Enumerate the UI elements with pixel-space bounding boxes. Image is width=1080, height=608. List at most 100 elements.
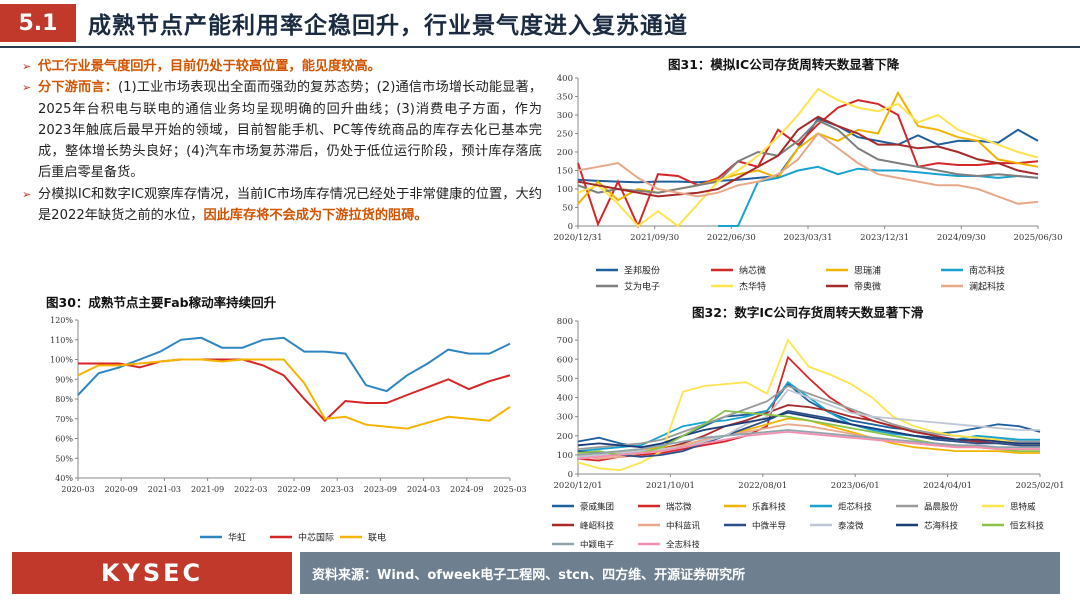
series-line-1 [78, 358, 511, 423]
header: 5.1 成熟节点产能利用率企稳回升，行业景气度进入复苏通道 [0, 0, 1080, 46]
y-tick-label: 700 [557, 336, 573, 346]
series-line-8 [577, 409, 1040, 458]
y-tick-label: 40% [55, 474, 73, 483]
fig32-chart: 0 100 200 300 400 500 600 700 800 2020/12/01 2021/… [552, 317, 1065, 549]
legend-label: 泰凌微 [838, 521, 864, 532]
x-tick-label: 2023-03 [321, 485, 354, 494]
bullet-2: ➢ 分下游而言：(1)工业市场表现出全面而强劲的复苏态势；(2)通信市场增长动能… [22, 77, 542, 183]
x-tick-label: 2023/12/31 [860, 233, 909, 243]
bullet-1: ➢ 代工行业景气度回升，目前仍处于较高位置，能见度较高。 [22, 56, 542, 77]
legend-label: 豪威集团 [580, 502, 614, 513]
x-tick-label: 2021-09 [191, 485, 224, 494]
series-line-3 [718, 165, 1039, 227]
y-tick-label: 600 [557, 355, 573, 365]
x-tick-label: 2024-09 [450, 485, 483, 494]
x-tick-label: 2022/06/30 [707, 233, 756, 243]
x-tick-label: 2020-09 [105, 485, 138, 494]
series-line-5 [577, 87, 1039, 228]
legend-label: 中芯国际 [298, 532, 334, 544]
fig30-title: 图30：成熟节点主要Fab稼动率持续回升 [46, 295, 277, 310]
x-tick-label: 2021-03 [148, 485, 181, 494]
y-tick-label: 100% [50, 356, 73, 365]
series-line-0 [577, 117, 1039, 184]
legend-label: 晶晨股份 [924, 502, 959, 513]
fig32-title: 图32：数字IC公司存货周转天数显著下滑 [692, 305, 924, 320]
arrow-bullet-icon: ➢ [22, 81, 32, 95]
legend-label: 瑞芯微 [666, 502, 692, 513]
legend-label: 炬芯科技 [838, 502, 873, 513]
legend-label: 杰华特 [739, 281, 766, 293]
bullet-2-body: (1)工业市场表现出全面而强劲的复苏态势；(2)通信市场增长动能显著，2025年… [38, 80, 543, 181]
legend-label: 华虹 [228, 532, 246, 544]
y-tick-label: 300 [557, 413, 573, 423]
x-tick-label: 2023/06/01 [831, 481, 880, 491]
legend-label: 中颖电子 [580, 540, 615, 549]
legend-label: 思特威 [1010, 502, 1036, 513]
y-tick-label: 120% [50, 316, 73, 325]
bullet-2-head: 分下游而言： [38, 80, 118, 96]
series-line-13 [577, 430, 1040, 460]
legend-label: 恒玄科技 [1010, 521, 1045, 532]
x-tick-label: 2020/12/01 [554, 481, 603, 491]
y-tick-label: 500 [557, 374, 573, 384]
y-tick-label: 80% [55, 395, 73, 404]
fig31-title: 图31：模拟IC公司存货周转天数显著下降 [668, 57, 900, 72]
legend-label: 艾为电子 [624, 281, 660, 293]
x-tick-label: 2020/12/31 [554, 233, 603, 243]
fig30-chart: 40% 50% 60% 70% 80% 90% 100% 110% 120% 2020-03 202… [50, 316, 527, 544]
series-line-4 [577, 119, 1039, 194]
series-line-6 [577, 115, 1039, 198]
y-tick-label: 300 [557, 111, 573, 121]
legend-label: 芯海科技 [924, 521, 959, 532]
series-line-7 [577, 132, 1039, 205]
y-tick-label: 350 [557, 93, 573, 103]
x-tick-label: 2022-09 [277, 485, 310, 494]
x-tick-label: 2025/06/30 [1014, 233, 1063, 243]
y-tick-label: 150 [557, 167, 573, 177]
series-line-12 [577, 429, 1040, 456]
y-tick-label: 200 [557, 148, 573, 158]
series-line-1 [577, 99, 1039, 229]
legend-label: 中微半导 [752, 521, 787, 532]
x-tick-label: 2024-03 [407, 485, 440, 494]
x-tick-label: 2023-09 [364, 485, 397, 494]
arrow-bullet-icon: ➢ [22, 60, 32, 73]
x-tick-label: 2025-03 [493, 485, 526, 494]
y-tick-label: 100 [557, 451, 573, 461]
series-line-0 [77, 336, 511, 396]
x-tick-label: 2021/10/01 [646, 481, 695, 491]
bullet-1-text: 代工行业景气度回升，目前仍处于较高位置，能见度较高。 [38, 59, 381, 74]
legend-label: 帝奥微 [854, 281, 881, 293]
kysec-logo: KYSEC [12, 552, 292, 594]
bullet-3: ➢ 分模拟IC和数字IC观察库存情况，当前IC市场库存情况已经处于非常健康的位置… [22, 184, 542, 227]
x-tick-label: 2024/09/30 [937, 233, 986, 243]
legend-label: 圣邦股份 [624, 265, 660, 277]
legend-label: 峰岹科技 [580, 521, 615, 532]
series-line-2 [77, 358, 511, 430]
legend-label: 联电 [368, 532, 386, 544]
x-tick-label: 2020-03 [61, 485, 94, 494]
legend-label: 南芯科技 [969, 265, 1005, 277]
y-tick-label: 110% [50, 336, 73, 345]
x-tick-label: 2022/08/01 [738, 481, 787, 491]
y-tick-label: 400 [557, 74, 573, 84]
bullet-list: ➢ 代工行业景气度回升，目前仍处于较高位置，能见度较高。 ➢ 分下游而言：(1)… [22, 56, 542, 226]
x-tick-label: 2021/09/30 [630, 233, 679, 243]
y-tick-label: 0 [568, 222, 573, 232]
y-tick-label: 200 [557, 432, 573, 442]
section-number: 5.1 [0, 4, 76, 42]
header-divider [0, 46, 1080, 48]
legend-label: 纳芯微 [739, 265, 766, 277]
legend-label: 澜起科技 [969, 281, 1005, 293]
y-tick-label: 50% [55, 454, 73, 463]
page-title: 成熟节点产能利用率企稳回升，行业景气度进入复苏通道 [88, 13, 688, 39]
x-tick-label: 2022-03 [234, 485, 267, 494]
y-tick-label: 800 [557, 317, 573, 327]
y-tick-label: 70% [55, 415, 73, 424]
y-tick-label: 400 [557, 394, 573, 404]
y-tick-label: 100 [557, 185, 573, 195]
x-tick-label: 2025/02/01 [1016, 481, 1065, 491]
y-tick-label: 250 [557, 130, 573, 140]
y-tick-label: 60% [55, 435, 73, 444]
y-tick-label: 50 [562, 204, 573, 214]
